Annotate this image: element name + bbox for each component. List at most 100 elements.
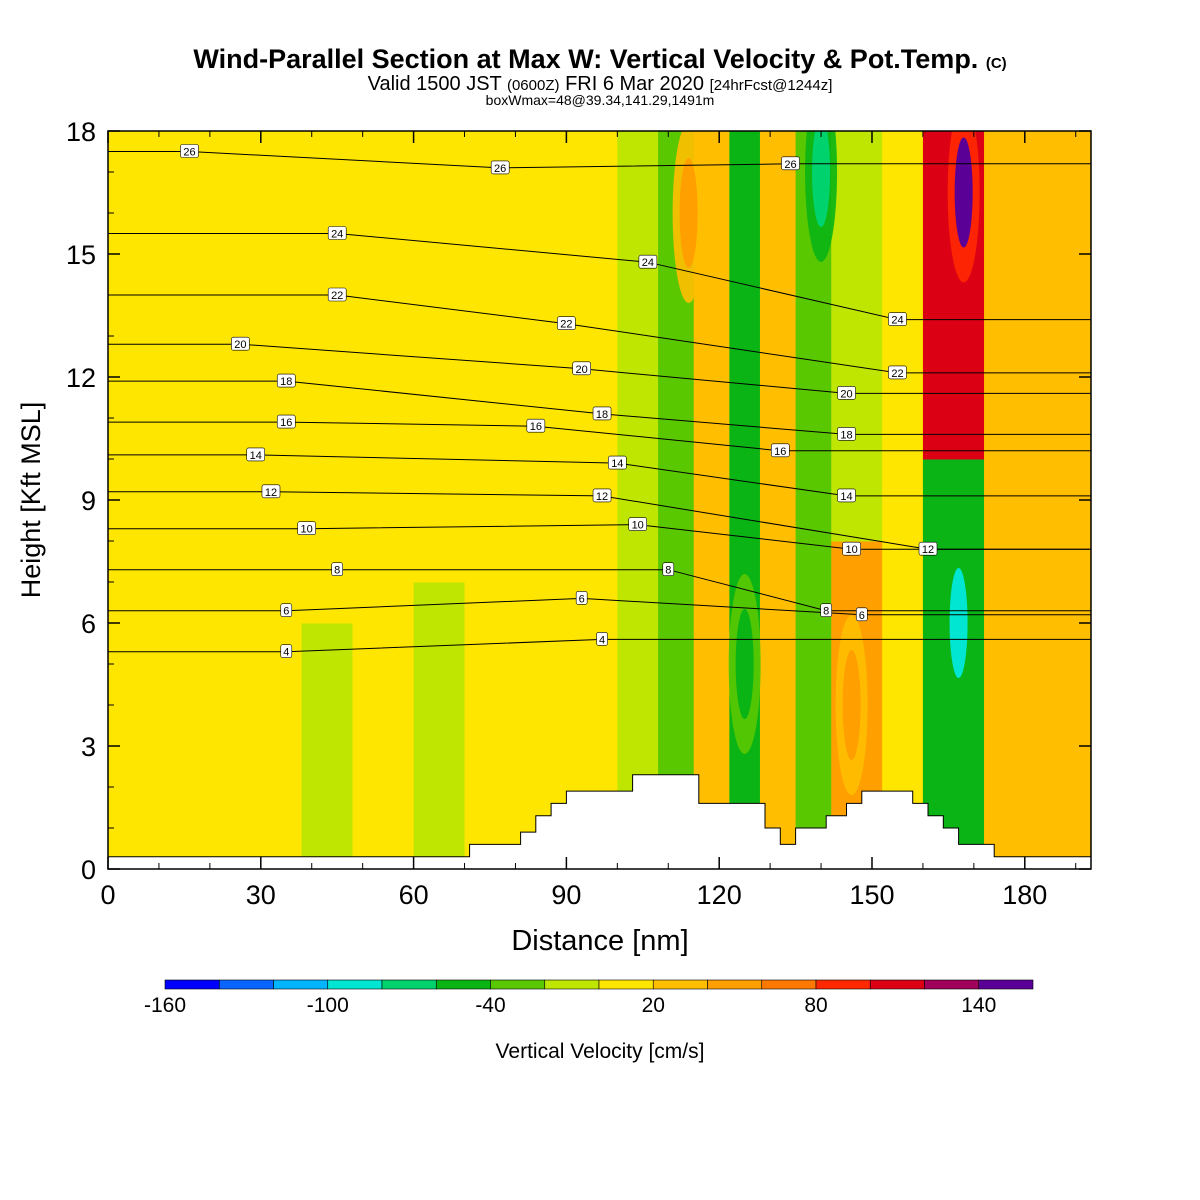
colorbar-swatch-8 — [598, 979, 654, 990]
theta-label-box — [608, 455, 627, 470]
colorbar-swatch-13 — [869, 979, 925, 990]
chart-title: Wind-Parallel Section at Max W: Vertical… — [193, 44, 1007, 74]
y-tick-label: 3 — [81, 732, 96, 762]
colorbar-swatch-6 — [490, 979, 546, 990]
chart-subtitle: Valid 1500 JST (0600Z) FRI 6 Mar 2020 [2… — [367, 73, 833, 95]
theta-label-box — [490, 160, 510, 175]
theta-label-box — [820, 603, 832, 618]
theta-label-box — [856, 607, 868, 622]
theta-label-box — [261, 484, 281, 499]
colorbar-swatch-4 — [381, 979, 437, 990]
colorbar-swatch-0 — [164, 979, 220, 990]
theta-label-box — [781, 156, 800, 171]
theta-label-box — [842, 541, 861, 556]
velocity-cell-21 — [984, 131, 1091, 869]
theta-label-box — [526, 418, 546, 433]
theta-label-32: 6 — [859, 610, 865, 622]
colorbar-label: Vertical Velocity [cm/s] — [496, 1040, 705, 1063]
velocity-cell-4 — [352, 131, 415, 869]
theta-label-box — [837, 488, 856, 503]
theta-label-21: 12 — [265, 487, 277, 499]
theta-label-9: 20 — [234, 339, 246, 351]
velocity-core-2 — [812, 131, 831, 227]
velocity-core-1 — [954, 137, 973, 248]
theta-label-2: 26 — [784, 159, 796, 171]
theta-label-24: 10 — [301, 524, 313, 536]
x-axis-label: Distance [nm] — [511, 925, 688, 957]
theta-label-17: 16 — [774, 446, 786, 458]
colorbar-swatch-15 — [978, 979, 1034, 990]
colorbar-swatch-7 — [544, 979, 600, 990]
theta-label-7: 22 — [560, 319, 572, 331]
theta-label-box — [888, 365, 907, 380]
theta-label-27: 8 — [334, 565, 340, 577]
x-axis: 0 30 60 90 120 150 180 — [100, 131, 1077, 910]
y-axis-label: Height [Kft MSL] — [16, 402, 46, 599]
velocity-cell-5 — [413, 582, 466, 869]
x-tick-label: 30 — [246, 880, 276, 910]
theta-label-29: 8 — [823, 606, 829, 618]
theta-label-20: 14 — [840, 491, 852, 503]
theta-label-5: 24 — [891, 315, 903, 327]
theta-label-18: 14 — [250, 450, 262, 462]
colorbar-swatch-9 — [652, 979, 708, 990]
velocity-core-5 — [735, 609, 754, 719]
colorbar: -160 -100 -40 20 80 140 — [144, 979, 1034, 1017]
velocity-cell-14 — [759, 131, 797, 869]
box-wmax-info: boxWmax=48@39.34,141.29,1491m — [485, 92, 715, 108]
theta-label-19: 14 — [611, 458, 623, 470]
colorbar-tick-label: -40 — [475, 994, 505, 1017]
colorbar-tick-label: 20 — [642, 994, 665, 1017]
y-axis: 0 3 6 9 12 15 18 — [66, 117, 1091, 885]
theta-label-33: 4 — [283, 647, 289, 659]
velocity-cell-17 — [831, 131, 883, 542]
colorbar-tick-label: -160 — [144, 994, 186, 1017]
theta-label-15: 16 — [280, 417, 292, 429]
theta-label-3: 24 — [331, 229, 343, 241]
x-tick-label: 60 — [399, 880, 429, 910]
x-tick-label: 180 — [1002, 880, 1047, 910]
theta-label-box — [575, 591, 588, 605]
theta-label-30: 6 — [283, 606, 289, 618]
theta-label-box — [638, 254, 658, 269]
theta-label-4: 24 — [642, 257, 654, 269]
y-tick-label: 15 — [66, 240, 96, 270]
theta-label-11: 20 — [840, 388, 852, 400]
theta-label-box — [297, 521, 316, 536]
velocity-features — [672, 131, 980, 795]
theta-label-23: 12 — [922, 544, 934, 556]
theta-label-box — [662, 562, 675, 577]
colorbar-swatch-1 — [218, 979, 274, 990]
theta-label-14: 18 — [840, 429, 852, 441]
velocity-cell-0 — [108, 131, 211, 869]
x-tick-label: 150 — [849, 880, 894, 910]
y-tick-label: 9 — [81, 486, 96, 516]
theta-label-box — [327, 226, 347, 240]
theta-label-box — [280, 644, 293, 659]
colorbar-swatch-2 — [273, 979, 329, 990]
colorbar-tick-label: -100 — [307, 994, 349, 1017]
theta-contour-labels: 26 26 26 24 24 24 22 22 22 20 20 20 18 18 18 16 16 16 14 14… — [180, 144, 938, 659]
theta-label-box — [280, 603, 293, 618]
terrain-profile — [108, 774, 1091, 869]
colorbar-tick-label: 140 — [961, 994, 996, 1017]
theta-label-box — [557, 316, 576, 331]
x-tick-label: 90 — [551, 880, 581, 910]
theta-label-12: 18 — [280, 376, 292, 388]
velocity-cell-18 — [882, 131, 924, 869]
theta-label-box — [596, 632, 608, 646]
velocity-cell-9 — [556, 131, 618, 542]
theta-label-31: 6 — [579, 593, 585, 605]
colorbar-swatch-3 — [327, 979, 383, 990]
theta-label-25: 10 — [632, 520, 644, 532]
theta-label-box — [572, 361, 591, 376]
theta-label-box — [331, 562, 343, 577]
colorbar-swatch-5 — [435, 979, 491, 990]
colorbar-swatch-14 — [924, 979, 980, 990]
theta-contour-4 — [108, 638, 1091, 653]
theta-label-22: 12 — [596, 491, 608, 503]
velocity-cell-13 — [729, 131, 761, 869]
theta-label-box — [276, 373, 296, 388]
theta-label-13: 18 — [596, 409, 608, 421]
